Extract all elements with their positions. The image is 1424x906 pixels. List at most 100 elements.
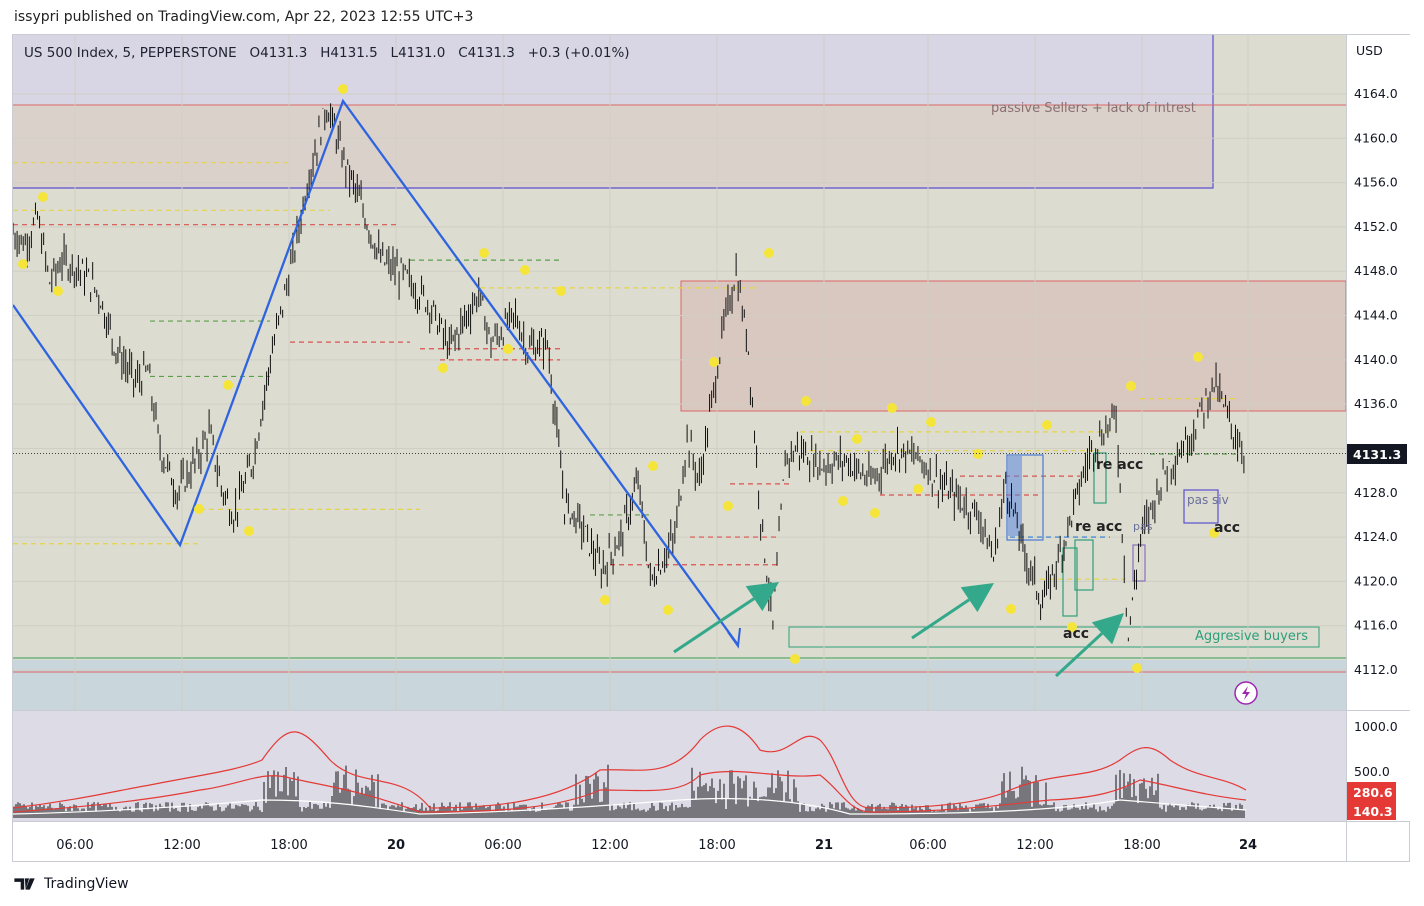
pivot-dot	[38, 192, 48, 202]
demand-band-bottom	[13, 660, 1346, 710]
change-value: +0.3 (+0.01%)	[527, 45, 630, 61]
pivot-dot	[1126, 381, 1136, 391]
x-tick-label: 20	[387, 838, 405, 853]
pivot-dot	[723, 501, 733, 511]
x-tick-label: 18:00	[698, 838, 735, 853]
current-price-label: 4131.3	[1353, 447, 1401, 462]
close-value: C4131.3	[458, 45, 515, 61]
y-tick-label: 4124.0	[1354, 529, 1398, 544]
x-tick-label: 21	[815, 838, 833, 853]
pivot-dot	[1193, 352, 1203, 362]
pivot-dot	[764, 248, 774, 258]
volume-badge-2	[1347, 802, 1396, 820]
current-price-badge	[1347, 444, 1407, 464]
y-tick-label: 4160.0	[1354, 130, 1398, 145]
y-tick-label: 4156.0	[1354, 175, 1398, 190]
pivot-dot	[1209, 528, 1219, 538]
supply-zone-overlap	[13, 105, 1213, 188]
pivot-dot	[926, 417, 936, 427]
volume-label-1: 280.6	[1353, 785, 1393, 800]
zigzag-line	[13, 98, 739, 646]
y-tick-label: 4140.0	[1354, 352, 1398, 367]
annotation-box	[1074, 539, 1094, 591]
aggressive-buyers-box	[788, 626, 1320, 648]
x-tick-label: 06:00	[56, 838, 93, 853]
pivot-dot	[520, 265, 530, 275]
footer-brand[interactable]: TradingView	[14, 876, 129, 892]
y-tick-label: 4164.0	[1354, 86, 1398, 101]
volume-badge-1	[1347, 782, 1396, 802]
annotation-re-acc: re acc	[1075, 519, 1122, 535]
volume-tick-label: 500.0	[1354, 764, 1390, 779]
y-tick-label: 4116.0	[1354, 618, 1398, 633]
y-tick-label: 4128.0	[1354, 485, 1398, 500]
pivot-dot	[53, 286, 63, 296]
pivot-dot	[801, 396, 811, 406]
y-tick-label: 4136.0	[1354, 396, 1398, 411]
annotation-passive-vertical: pas	[1133, 520, 1153, 533]
teal-arrow-shaft	[673, 597, 755, 654]
volume-profile	[1008, 456, 1022, 536]
pivot-dot	[648, 461, 658, 471]
teal-arrow-head	[745, 582, 779, 612]
annotation-box	[1006, 454, 1044, 541]
pivot-dot	[194, 504, 204, 514]
pivot-dot	[438, 363, 448, 373]
x-tick-label: 06:00	[909, 838, 946, 853]
resistance-box	[680, 280, 1347, 412]
x-tick-label: 12:00	[163, 838, 200, 853]
x-tick-label: 24	[1239, 838, 1257, 853]
pivot-dot	[223, 380, 233, 390]
annotation-passive: pas siv	[1187, 493, 1229, 507]
footer-brand-label: TradingView	[44, 876, 129, 892]
supply-zone-outline	[13, 35, 1214, 189]
y-tick-label: 4152.0	[1354, 219, 1398, 234]
pivot-dot	[973, 449, 983, 459]
volume-ma-line	[13, 725, 1247, 809]
pivot-dot	[709, 357, 719, 367]
pivot-dot	[790, 654, 800, 664]
pivot-dot	[479, 248, 489, 258]
currency-label: USD	[1356, 43, 1383, 58]
open-value: O4131.3	[249, 45, 308, 61]
y-tick-label: 4144.0	[1354, 308, 1398, 323]
low-value: L4131.0	[390, 45, 446, 61]
pivot-dot	[1132, 663, 1142, 673]
pivot-dot	[18, 259, 28, 269]
pivot-dot	[663, 605, 673, 615]
teal-arrow-shaft	[1054, 632, 1104, 678]
x-tick-label: 18:00	[1123, 838, 1160, 853]
ohlc-legend: US 500 Index, 5, PEPPERSTONE O4131.3 H41…	[24, 45, 630, 61]
pivot-dot	[1042, 420, 1052, 430]
pivot-dot	[1006, 604, 1016, 614]
high-value: H4131.5	[320, 45, 378, 61]
annotation-passive-sellers: passive Sellers + lack of intrest	[991, 101, 1196, 116]
volume-ma-line	[13, 797, 1247, 815]
annotation-aggressive-buyers: Aggresive buyers	[1195, 629, 1308, 644]
pivot-dot	[852, 434, 862, 444]
annotation-box	[1062, 547, 1078, 617]
annotation-box	[1183, 489, 1219, 524]
volume-label-2: 140.3	[1353, 804, 1393, 819]
teal-arrow-shaft	[911, 598, 970, 640]
publisher-line: issypri published on TradingView.com, Ap…	[14, 9, 474, 25]
y-tick-label: 4148.0	[1354, 263, 1398, 278]
volume-ma-line	[13, 770, 1247, 813]
price-axis	[1346, 35, 1410, 821]
teal-arrow-head	[1091, 613, 1124, 645]
teal-arrow-head	[960, 583, 994, 613]
pivot-dot	[1067, 622, 1077, 632]
pivot-dot	[600, 595, 610, 605]
x-tick-label: 18:00	[270, 838, 307, 853]
lightning-glyph-icon	[1242, 686, 1250, 700]
x-tick-label: 06:00	[484, 838, 521, 853]
annotation-acc: acc	[1063, 626, 1089, 642]
pivot-dot	[556, 286, 566, 296]
symbol-name[interactable]: US 500 Index, 5, PEPPERSTONE	[24, 45, 237, 61]
y-tick-label: 4112.0	[1354, 662, 1398, 677]
x-tick-label: 12:00	[1016, 838, 1053, 853]
annotation-re-acc: re acc	[1096, 457, 1143, 473]
pivot-dot	[887, 403, 897, 413]
annotation-acc: acc	[1214, 520, 1240, 536]
